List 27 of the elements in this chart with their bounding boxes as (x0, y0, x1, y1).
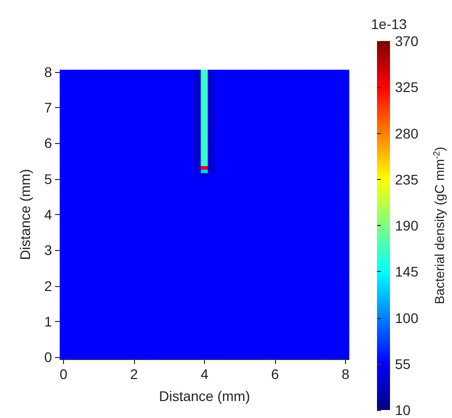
text: 1e-13 (371, 16, 408, 32)
y-tick-label: 7 (44, 99, 52, 116)
color-bar-title: Bacterial density (gC mm-2) (432, 146, 447, 304)
x-tick-label: 4 (200, 366, 209, 382)
y-tick-label: 3 (44, 242, 52, 258)
color-bar-label: 235 (395, 171, 419, 188)
y-tick-label: 1 (44, 314, 52, 330)
x-tick-label: 6 (271, 366, 280, 382)
x-axis-title: Distance (mm) (158, 388, 250, 404)
color-bar-label: 100 (395, 310, 419, 326)
color-bar-label: 370 (395, 33, 419, 49)
color-bar-label: 55 (395, 356, 411, 372)
color-bar-label: 325 (395, 79, 419, 96)
color-bar-label: 145 (395, 264, 419, 280)
y-tick-label: 4 (44, 206, 52, 222)
x-tick-label: 2 (130, 366, 138, 382)
y-tick-label: 2 (44, 278, 52, 294)
x-tick-label: 8 (342, 366, 350, 382)
x-tick-label: 0 (60, 366, 68, 382)
color-bar-label: 10 (395, 402, 411, 418)
y-tick-label: 0 (44, 349, 52, 366)
y-tick-label: 6 (44, 135, 52, 152)
y-tick-label: 5 (44, 170, 52, 187)
color-bar-label: 280 (395, 125, 419, 142)
y-axis-title: Distance (mm) (17, 168, 33, 260)
color-bar-label: 190 (395, 218, 419, 234)
y-tick-label: 8 (44, 64, 52, 80)
